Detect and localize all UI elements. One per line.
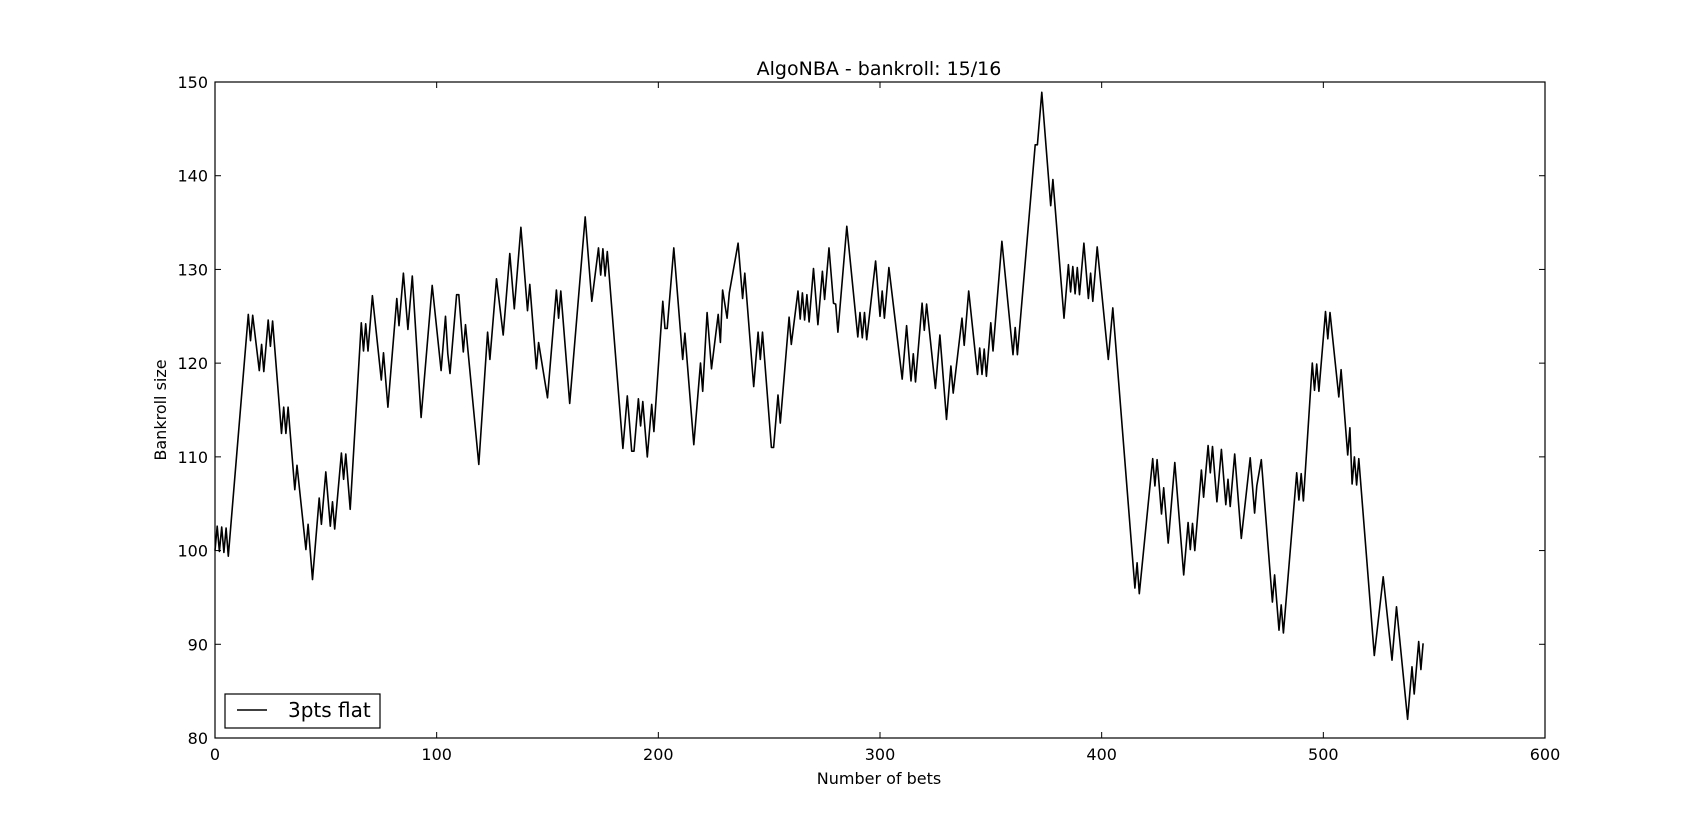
x-tick-label: 600 — [1530, 745, 1561, 764]
y-tick-label: 140 — [177, 167, 208, 186]
y-tick-label: 130 — [177, 260, 208, 279]
legend: 3pts flat — [224, 693, 381, 729]
x-tick-label: 500 — [1308, 745, 1339, 764]
y-tick-label: 80 — [188, 729, 208, 748]
x-tick-label: 400 — [1086, 745, 1117, 764]
x-tick-label: 0 — [210, 745, 220, 764]
y-tick-label: 120 — [177, 354, 208, 373]
x-tick-label: 300 — [865, 745, 896, 764]
axis-ticks: 0 100 200 300 400 500 600 80 90 100 110 120 130 140 15… — [177, 73, 1560, 764]
y-tick-label: 150 — [177, 73, 208, 92]
y-tick-label: 100 — [177, 542, 208, 561]
y-axis-label: Bankroll size — [151, 359, 170, 460]
legend-box — [224, 693, 381, 729]
plot-frame — [214, 81, 1546, 739]
x-tick-label: 100 — [421, 745, 452, 764]
legend-label: 3pts flat — [288, 698, 371, 722]
x-tick-label: 200 — [643, 745, 674, 764]
y-tick-label: 110 — [177, 448, 208, 467]
series-line-3pts-flat — [214, 91, 1424, 721]
x-axis-label: Number of bets — [817, 769, 941, 788]
chart-title: AlgoNBA - bankroll: 15/16 — [757, 58, 1002, 80]
y-tick-label: 90 — [188, 635, 208, 654]
